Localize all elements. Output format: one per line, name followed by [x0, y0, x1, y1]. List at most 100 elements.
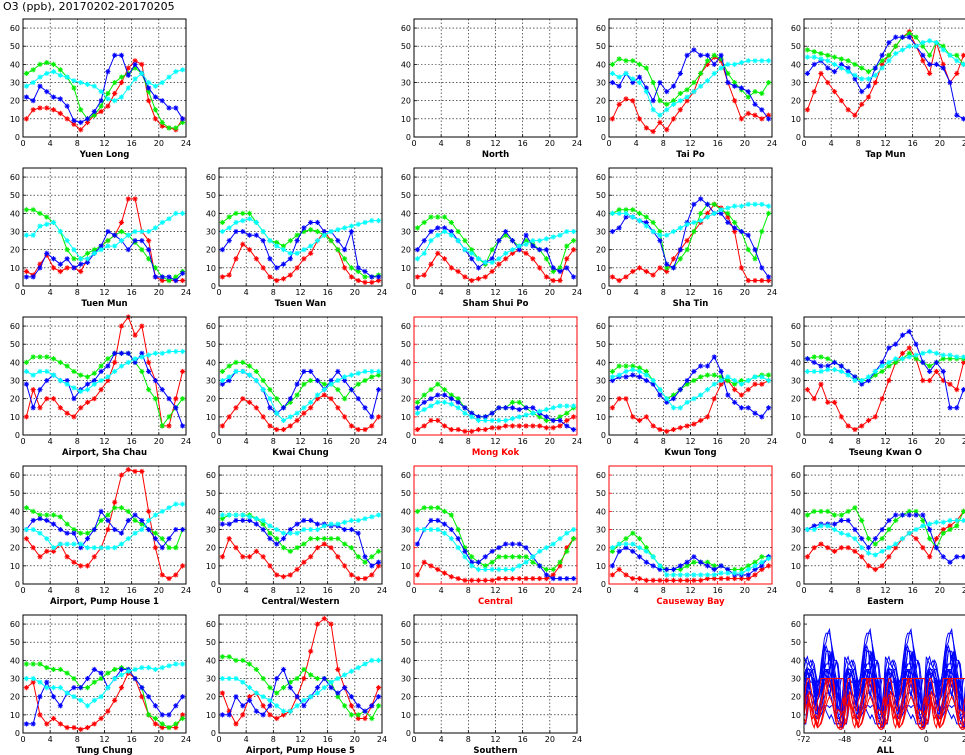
panel-frame	[608, 316, 773, 436]
y-tick-label: 0	[15, 133, 20, 142]
x-tick-label: 16	[127, 288, 137, 297]
data-point-marker	[650, 98, 656, 104]
data-point-marker	[838, 530, 844, 536]
data-point-marker	[745, 575, 751, 582]
data-point-marker	[414, 399, 420, 405]
data-point-marker	[886, 345, 892, 351]
data-point-marker	[348, 228, 355, 235]
data-point-marker	[105, 238, 111, 244]
data-point-marker	[455, 399, 461, 405]
data-point-marker	[314, 219, 321, 226]
data-point-marker	[253, 548, 259, 554]
data-point-marker	[105, 374, 111, 380]
y-tick-label: 50	[596, 489, 606, 498]
x-tick-label: 0	[216, 586, 221, 595]
data-point-marker	[865, 94, 872, 100]
data-point-marker	[166, 348, 172, 355]
x-tick-label: 20	[935, 139, 945, 148]
data-point-marker	[23, 526, 29, 533]
data-point-marker	[838, 414, 844, 420]
data-point-marker	[825, 356, 831, 362]
y-tick-label: 60	[10, 173, 20, 182]
data-point-marker	[636, 368, 643, 375]
y-tick-label: 50	[401, 340, 411, 349]
data-point-marker	[818, 368, 824, 375]
data-point-marker	[899, 47, 906, 53]
x-tick-label: 20	[350, 735, 360, 744]
data-point-marker	[650, 272, 656, 278]
data-point-marker	[523, 405, 529, 411]
data-point-marker	[23, 381, 29, 387]
data-point-marker	[503, 256, 509, 262]
y-tick-label: 40	[206, 656, 216, 665]
y-tick-label: 40	[791, 656, 801, 665]
data-point-marker	[664, 265, 670, 271]
data-point-marker	[469, 277, 475, 284]
data-point-marker	[71, 385, 77, 391]
data-point-marker	[852, 526, 858, 533]
data-point-marker	[355, 665, 361, 671]
data-point-marker	[50, 265, 57, 271]
data-point-marker	[180, 348, 186, 355]
data-point-marker	[294, 392, 300, 398]
x-tick-label: 16	[127, 735, 137, 744]
data-point-marker	[91, 377, 97, 384]
x-tick-label: 8	[661, 437, 666, 446]
data-point-marker	[537, 247, 543, 253]
data-point-marker	[933, 368, 940, 375]
data-point-marker	[906, 345, 912, 351]
data-point-marker	[691, 368, 697, 375]
data-point-marker	[630, 76, 636, 82]
data-point-marker	[159, 123, 165, 129]
x-tick-label: 8	[75, 437, 80, 446]
data-point-marker	[557, 559, 563, 565]
data-point-marker	[804, 387, 810, 393]
data-point-marker	[845, 368, 851, 375]
x-tick-label: 8	[466, 139, 471, 148]
data-point-marker	[180, 116, 186, 122]
data-point-marker	[30, 679, 36, 685]
data-point-marker	[475, 276, 482, 282]
data-point-marker	[752, 566, 758, 573]
data-point-marker	[766, 274, 772, 280]
series-cyan-line	[414, 228, 577, 265]
data-point-marker	[759, 228, 765, 235]
x-tick-label: 24	[181, 139, 191, 148]
data-point-marker	[961, 116, 965, 122]
data-point-marker	[342, 247, 348, 253]
data-point-marker	[64, 256, 70, 262]
data-point-marker	[684, 577, 690, 583]
data-point-marker	[139, 468, 145, 475]
data-point-marker	[226, 712, 232, 718]
y-tick-label: 60	[206, 471, 216, 480]
data-point-marker	[947, 52, 953, 58]
data-point-marker	[321, 232, 327, 238]
data-point-marker	[37, 516, 43, 522]
y-tick-label: 60	[10, 322, 20, 331]
data-point-marker	[557, 575, 563, 582]
data-point-marker	[152, 396, 159, 402]
data-point-marker	[718, 52, 724, 58]
data-point-marker	[503, 228, 509, 235]
series-red-line	[23, 670, 186, 732]
x-tick-label: 20	[350, 586, 360, 595]
panel-frame	[803, 614, 965, 734]
data-point-marker	[435, 399, 441, 405]
data-point-marker	[718, 207, 724, 213]
data-point-marker	[219, 675, 225, 682]
data-point-marker	[335, 238, 341, 244]
data-point-marker	[376, 657, 382, 663]
y-tick-label: 60	[401, 322, 411, 331]
data-point-marker	[376, 387, 382, 393]
data-point-marker	[509, 566, 516, 573]
data-point-marker	[280, 536, 287, 542]
data-point-marker	[139, 521, 145, 527]
data-point-marker	[745, 572, 751, 578]
data-point-marker	[831, 54, 838, 60]
data-point-marker	[711, 354, 717, 360]
data-point-marker	[691, 79, 697, 86]
data-point-marker	[489, 256, 495, 262]
x-tick-label: 0	[216, 437, 221, 446]
series-polyline	[417, 230, 574, 263]
data-point-marker	[37, 210, 43, 216]
